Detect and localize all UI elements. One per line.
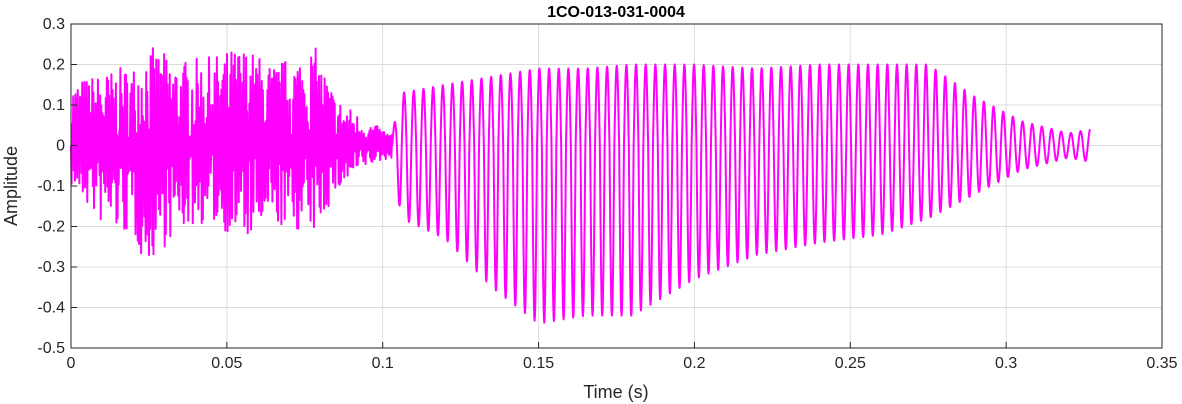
x-tick-label: 0 bbox=[67, 355, 76, 372]
x-tick-label: 0.3 bbox=[995, 355, 1017, 372]
y-tick-label: 0.3 bbox=[43, 16, 65, 33]
x-tick-label: 0.25 bbox=[835, 355, 866, 372]
x-tick-label: 0.35 bbox=[1146, 355, 1177, 372]
y-tick-label: 0.1 bbox=[43, 97, 65, 114]
y-tick-label: -0.1 bbox=[37, 178, 65, 195]
x-tick-label: 0.05 bbox=[211, 355, 242, 372]
x-axis-label: Time (s) bbox=[583, 382, 648, 402]
x-axis: 0 0.05 0.1 0.15 0.2 0.25 0.3 0.35 bbox=[67, 342, 1178, 372]
y-tick-label: -0.4 bbox=[37, 300, 65, 317]
y-tick-label: 0.2 bbox=[43, 57, 65, 74]
y-tick-label: -0.2 bbox=[37, 219, 65, 236]
y-tick-label: -0.5 bbox=[37, 340, 65, 357]
plot-area bbox=[70, 47, 1092, 324]
x-tick-label: 0.15 bbox=[523, 355, 554, 372]
y-tick-label: -0.3 bbox=[37, 259, 65, 276]
y-axis-label: Amplitude bbox=[1, 146, 21, 226]
chart-title: 1CO-013-031-0004 bbox=[547, 4, 685, 21]
x-tick-label: 0.1 bbox=[372, 355, 394, 372]
x-tick-label: 0.2 bbox=[683, 355, 705, 372]
y-axis: 0.3 0.2 0.1 0 -0.1 -0.2 -0.3 -0.4 -0.5 bbox=[37, 16, 77, 357]
y-tick-label: 0 bbox=[56, 138, 65, 155]
amplitude-series-line bbox=[70, 47, 1092, 324]
